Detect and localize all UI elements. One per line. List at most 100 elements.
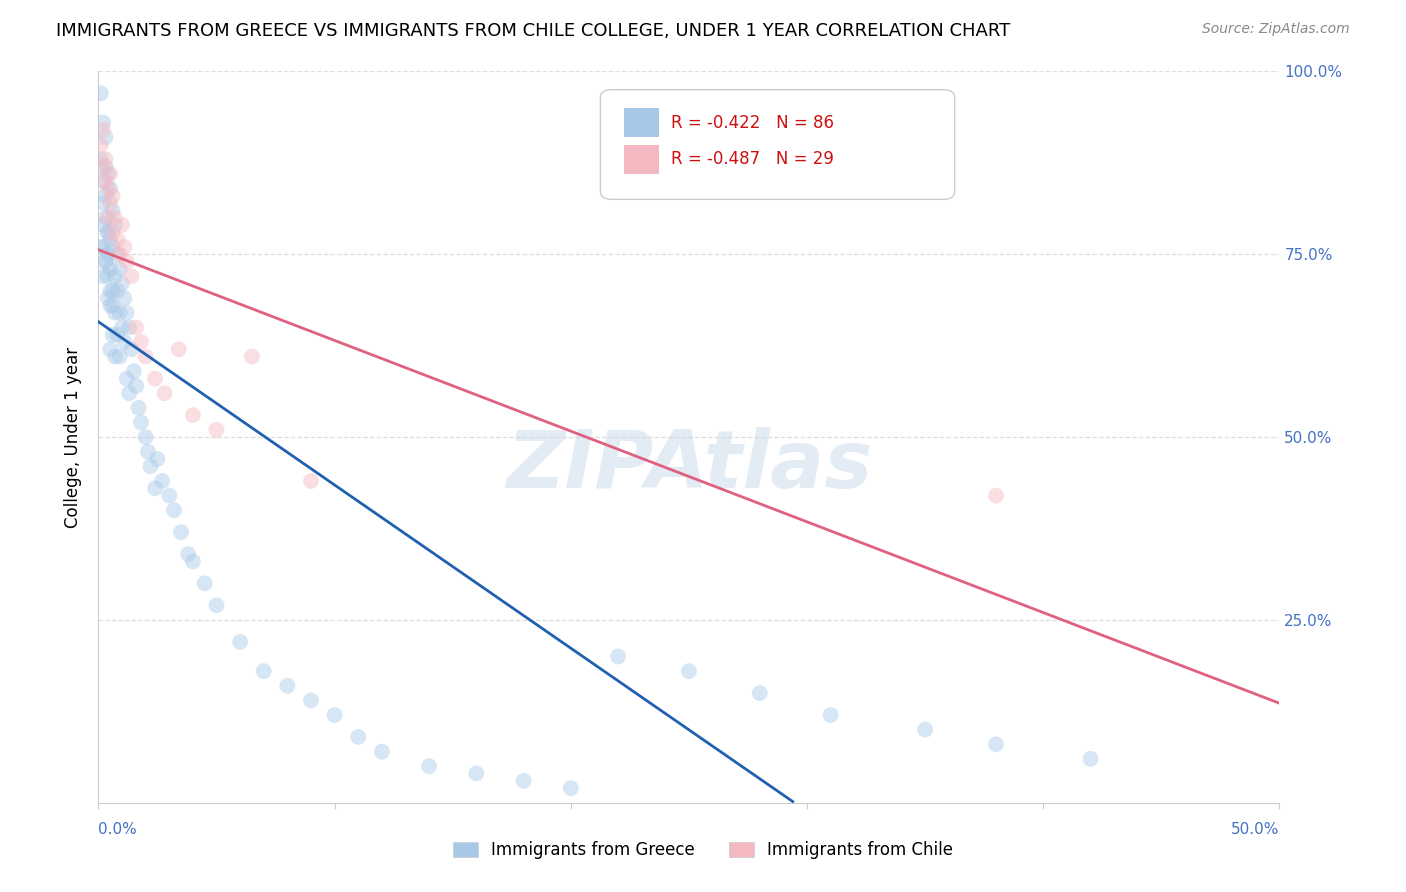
Text: 50.0%: 50.0% <box>1232 822 1279 837</box>
FancyBboxPatch shape <box>624 108 659 137</box>
Point <box>125 320 148 334</box>
Point <box>299 693 322 707</box>
Point <box>128 401 150 415</box>
Point <box>139 459 162 474</box>
Point <box>105 327 128 342</box>
Point <box>94 174 117 188</box>
Point <box>229 635 252 649</box>
Point <box>108 306 131 320</box>
Point <box>101 225 124 239</box>
Point <box>101 284 124 298</box>
Y-axis label: College, Under 1 year: College, Under 1 year <box>65 346 83 528</box>
Point <box>136 444 159 458</box>
Point <box>253 664 276 678</box>
Point <box>465 766 488 780</box>
Point <box>101 327 124 342</box>
Point <box>560 781 582 796</box>
Point <box>135 430 157 444</box>
Point <box>98 284 121 298</box>
Text: 0.0%: 0.0% <box>98 822 138 837</box>
Point <box>108 261 131 276</box>
Point <box>97 291 120 305</box>
Point <box>205 423 228 437</box>
Point <box>101 298 124 312</box>
Point <box>181 554 204 568</box>
Point <box>97 225 120 239</box>
Point <box>90 87 112 101</box>
Point <box>115 371 138 385</box>
Point <box>90 137 112 152</box>
Point <box>371 745 394 759</box>
Point <box>97 269 120 284</box>
Point <box>276 679 298 693</box>
Point <box>91 160 114 174</box>
Point <box>104 269 127 284</box>
Point <box>105 233 128 247</box>
Point <box>105 284 128 298</box>
Point <box>91 115 114 129</box>
Point <box>90 240 112 254</box>
Point <box>914 723 936 737</box>
Point <box>984 737 1007 751</box>
Point <box>111 218 134 232</box>
Text: R = -0.487   N = 29: R = -0.487 N = 29 <box>671 150 834 168</box>
Point <box>181 408 204 422</box>
Point <box>121 269 143 284</box>
Point <box>98 181 121 195</box>
Point <box>94 152 117 166</box>
Point <box>323 708 346 723</box>
Point <box>98 298 121 312</box>
Point <box>101 203 124 218</box>
Point <box>94 254 117 268</box>
Point <box>94 211 117 225</box>
Point <box>112 291 135 305</box>
Point <box>108 350 131 364</box>
Point <box>115 254 138 268</box>
Point <box>157 489 180 503</box>
Point <box>97 181 120 195</box>
Point <box>678 664 700 678</box>
Point <box>153 386 176 401</box>
Point <box>607 649 630 664</box>
Point <box>118 320 141 334</box>
Legend: Immigrants from Greece, Immigrants from Chile: Immigrants from Greece, Immigrants from … <box>447 835 959 866</box>
Point <box>299 474 322 488</box>
Point <box>90 152 112 166</box>
Point <box>105 247 128 261</box>
Point <box>101 188 124 202</box>
Point <box>94 254 117 268</box>
Point <box>820 708 842 723</box>
Point <box>98 196 121 211</box>
Point <box>97 225 120 239</box>
Point <box>122 364 145 378</box>
Point <box>98 233 121 247</box>
Point <box>94 160 117 174</box>
Point <box>101 240 124 254</box>
Text: IMMIGRANTS FROM GREECE VS IMMIGRANTS FROM CHILE COLLEGE, UNDER 1 YEAR CORRELATIO: IMMIGRANTS FROM GREECE VS IMMIGRANTS FRO… <box>56 22 1011 40</box>
Point <box>167 343 190 357</box>
Point <box>121 343 143 357</box>
Point <box>94 130 117 145</box>
Point <box>104 306 127 320</box>
Point <box>748 686 770 700</box>
Point <box>91 196 114 211</box>
Point <box>104 350 127 364</box>
Point <box>104 218 127 232</box>
Point <box>98 261 121 276</box>
Point <box>91 269 114 284</box>
Point <box>98 343 121 357</box>
Text: ZIPAtlas: ZIPAtlas <box>506 427 872 506</box>
Point <box>143 371 166 385</box>
Point <box>205 599 228 613</box>
FancyBboxPatch shape <box>600 90 955 200</box>
Point <box>97 211 120 225</box>
Point <box>418 759 440 773</box>
Point <box>118 386 141 401</box>
Point <box>129 416 152 430</box>
Point <box>170 525 193 540</box>
Point <box>91 174 114 188</box>
Point <box>1080 752 1102 766</box>
Point <box>512 773 534 788</box>
Point <box>111 320 134 334</box>
FancyBboxPatch shape <box>624 145 659 174</box>
